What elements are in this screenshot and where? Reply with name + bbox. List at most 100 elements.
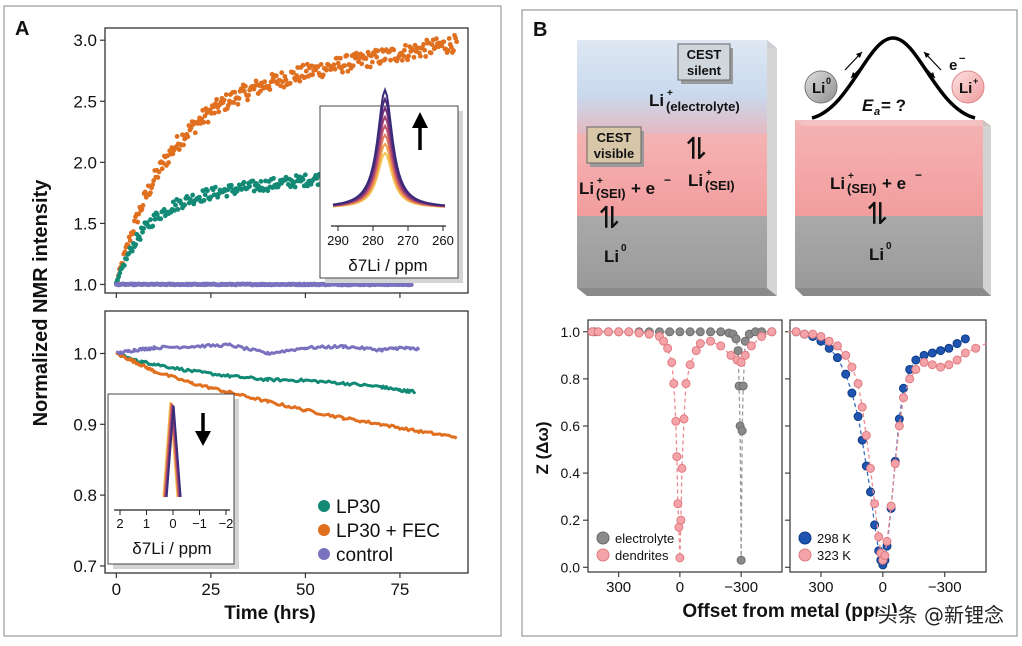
cest-silent-line1: CEST (687, 47, 722, 62)
data-point-lp30-fec (159, 166, 165, 172)
data-point-dendrites (695, 339, 705, 349)
data-point-lp30-fec (423, 54, 429, 59)
data-point-lp30-fec (205, 119, 211, 125)
liplus-bubble-base: Li (959, 80, 972, 97)
legend-label-electrolyte: electrolyte (615, 531, 674, 546)
series-line-control (115, 342, 421, 356)
schematic-right (795, 120, 991, 296)
data-point-lp30 (182, 202, 188, 208)
data-point-lp30-fec (417, 53, 423, 59)
data-point-lp30-fec (180, 132, 185, 138)
data-point-lp30-fec (451, 48, 456, 53)
data-point-lp30 (140, 229, 145, 235)
legend-marker-fec (318, 524, 330, 536)
a-bottom-ytick-label: 0.8 (73, 486, 97, 505)
data-point-lp30-fec (411, 54, 417, 60)
data-point-dendrites (634, 328, 644, 338)
data-point-lp30-fec (185, 134, 191, 140)
data-point-lp30-fec (345, 68, 351, 74)
inset-peak-line (165, 405, 182, 498)
data-point-298-k (841, 369, 851, 379)
liplus-bubble-sup: + (973, 76, 978, 86)
b-ytick-label: 0.4 (561, 465, 581, 481)
data-point-lp30-fec (300, 62, 306, 68)
inset-tick-label: 260 (432, 233, 454, 248)
li-sei-e-right-base: Li (830, 174, 845, 193)
data-point-lp30-fec (166, 160, 172, 165)
data-point-dendrites (726, 350, 736, 360)
li0-left-base: Li (604, 247, 619, 266)
a-top-points (113, 32, 460, 288)
data-point-lp30-fec (223, 92, 229, 98)
b-right-axes: 300 0 −300 (785, 331, 962, 596)
data-point-lp30-fec (156, 169, 162, 175)
data-point-lp30-fec (363, 56, 369, 62)
data-point-lp30-fec (243, 83, 248, 89)
data-point-lp30-fec (131, 229, 136, 234)
electrolyte-layer (577, 40, 767, 140)
data-point-lp30-fec (253, 78, 259, 84)
data-point-298-k (936, 346, 946, 356)
a-legend: LP30 LP30 + FEC control (318, 497, 440, 566)
li-sei-sub: (SEI) (705, 178, 735, 193)
schematic-left (577, 40, 777, 296)
data-point-electrolyte (733, 346, 743, 356)
a-bottom-inset-ticks: 2 1 0 −1 −2 (116, 510, 233, 531)
data-point-323-k (865, 463, 875, 473)
a-bottom-xaxis: 0 25 50 75 (112, 573, 409, 599)
li-sei-e-plus: + e (631, 179, 655, 198)
data-point-lp30-fec (231, 100, 237, 105)
data-point-dendrites (644, 329, 654, 339)
legend-marker-298k (798, 531, 812, 545)
data-point-lp30-fec (357, 55, 362, 61)
a-top-yaxis: 1.0 1.5 2.0 2.5 3.0 (73, 31, 105, 294)
b-xtick-label: 0 (676, 579, 684, 596)
data-point-lp30-fec (441, 39, 447, 45)
data-point-lp30-fec (337, 55, 343, 61)
data-point-298-k (870, 520, 880, 530)
inset-spectrum-line (332, 87, 446, 207)
li0-bubble-base: Li (812, 80, 825, 97)
b-xtick-label: 300 (808, 579, 833, 596)
legend-label-dendrites: dendrites (615, 548, 669, 563)
data-point-lp30-fec (174, 134, 180, 139)
data-point-lp30-fec (135, 219, 141, 225)
data-point-lp30 (190, 192, 196, 198)
data-point-lp30-fec (448, 44, 454, 50)
data-point-dendrites (757, 331, 767, 341)
data-point-control (408, 282, 414, 288)
cest-silent-line2: silent (687, 63, 722, 78)
data-point-lp30-fec (374, 54, 380, 60)
legend-label-control: control (336, 545, 393, 566)
data-point-dendrites (677, 463, 687, 473)
equilibrium-arrow-3-icon: ⇌ (861, 200, 894, 225)
li-sei-e-sub: (SEI) (596, 186, 626, 201)
cest-visible-line2: visible (594, 146, 634, 161)
a-bottom-yaxis: 0.7 0.8 0.9 1.0 (73, 344, 105, 576)
data-point-lp30-fec (297, 78, 303, 84)
barrier-arrows (844, 51, 942, 79)
li-sei-e-right-sub: (SEI) (847, 181, 877, 196)
data-point-lp30-fec (421, 41, 426, 47)
b-left-legend: electrolyte dendrites (596, 531, 674, 563)
li0-left-label: Li 0 (604, 243, 627, 266)
data-point-lp30 (271, 175, 276, 181)
legend-label-323k: 323 K (817, 548, 851, 563)
inset-tick-label: 270 (397, 233, 419, 248)
data-point-lp30-fec (140, 203, 146, 208)
data-point-lp30 (133, 242, 139, 248)
a-bottom-inset-peak (162, 401, 182, 498)
a-bottom-xtick-label: 25 (201, 580, 220, 599)
data-point-lp30 (158, 216, 164, 222)
data-point-electrolyte (695, 327, 705, 337)
data-point-lp30 (141, 226, 147, 231)
data-point-323-k (894, 421, 904, 431)
data-point-lp30-fec (212, 110, 217, 116)
b-xlabel: Offset from metal (ppm) (682, 601, 897, 622)
data-point-dendrites (685, 360, 695, 370)
data-point-electrolyte (706, 327, 716, 337)
data-point-lp30 (116, 274, 122, 280)
data-point-lp30 (148, 217, 153, 223)
data-point-lp30-fec (324, 67, 329, 73)
data-point-lp30 (258, 179, 264, 184)
